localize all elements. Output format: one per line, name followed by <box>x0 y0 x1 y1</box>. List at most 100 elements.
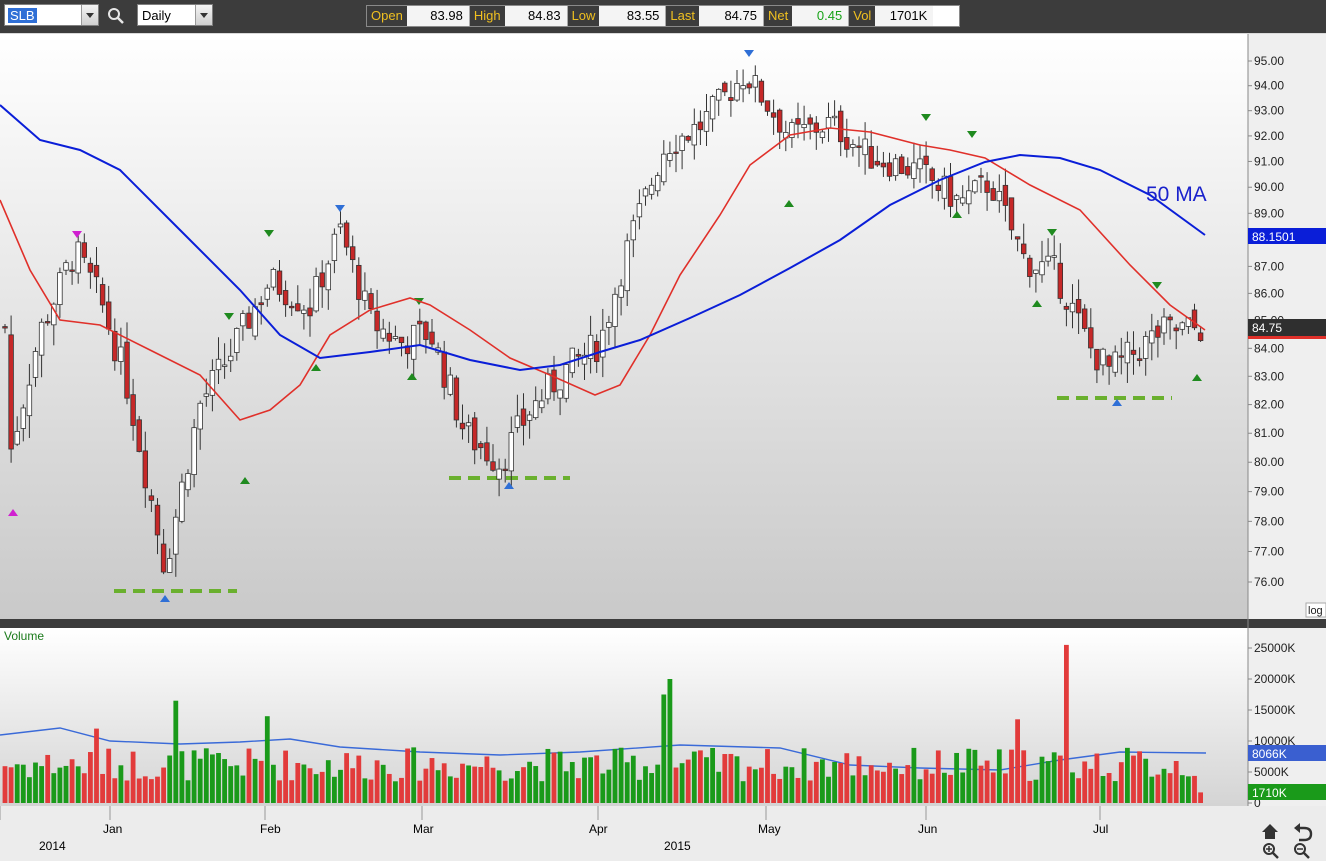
candle-body <box>32 351 39 378</box>
zoom-in-icon[interactable] <box>1263 843 1279 859</box>
candle-body <box>734 83 740 101</box>
month-label: Jan <box>103 822 122 836</box>
candle-body <box>740 85 746 90</box>
candle-body <box>966 190 972 205</box>
volume-bar <box>881 771 886 803</box>
candle-body <box>978 175 984 178</box>
volume-bar <box>1039 756 1045 803</box>
volume-bar <box>508 778 514 803</box>
zoom-out-icon[interactable] <box>1294 843 1310 859</box>
undo-icon[interactable] <box>1294 823 1313 842</box>
candle-body <box>63 262 69 271</box>
candle-body <box>886 162 893 177</box>
price-tick-label: 92.00 <box>1254 129 1284 143</box>
volume-bar <box>551 752 557 803</box>
volume-bar <box>960 772 966 803</box>
candle-body <box>331 233 338 261</box>
volume-bar <box>624 762 630 803</box>
price-tick-label: 76.00 <box>1254 575 1284 589</box>
volume-bar <box>612 748 618 803</box>
volume-bar <box>142 776 148 803</box>
volume-bar <box>447 776 453 803</box>
volume-bar <box>313 774 319 803</box>
time-axis <box>0 806 1326 861</box>
volume-bar <box>27 777 32 803</box>
candle-body <box>1130 349 1137 355</box>
chevron-down-icon[interactable] <box>81 5 98 25</box>
period-combo[interactable]: Daily <box>137 4 213 26</box>
candle-body <box>282 290 289 306</box>
quote-strip: Open 83.98 High 84.83 Low 83.55 Last 84.75 N… <box>366 5 960 27</box>
vol-ma-badge: 8066K <box>1252 747 1287 761</box>
candle-body <box>484 442 490 462</box>
volume-bar <box>667 679 673 803</box>
candle-body <box>575 354 582 357</box>
volume-bar <box>1137 751 1142 803</box>
candle-body <box>1173 327 1179 332</box>
volume-bar <box>545 748 551 803</box>
price-tick-label: 77.00 <box>1254 544 1284 558</box>
log-toggle-bg[interactable] <box>1305 602 1326 618</box>
candle-body <box>618 285 624 298</box>
price-plot-area[interactable] <box>0 34 1248 619</box>
candle-body <box>947 176 954 207</box>
pivot-marker <box>407 373 417 380</box>
candle-body <box>777 109 783 133</box>
volume-bar <box>14 764 20 803</box>
search-icon[interactable] <box>107 7 125 25</box>
vol-last-badge: 1710K <box>1252 786 1287 800</box>
log-toggle[interactable]: log <box>1308 605 1323 617</box>
volume-bar <box>228 766 234 803</box>
volume-bar <box>942 772 947 803</box>
candle-body <box>667 153 673 161</box>
candle-body <box>1069 302 1076 313</box>
volume-bar <box>740 781 746 803</box>
volume-bar <box>429 758 435 803</box>
candle-body <box>1124 341 1131 364</box>
volume-bar <box>496 770 502 803</box>
quote-value: 83.98 <box>406 6 469 26</box>
symbol-value[interactable]: SLB <box>8 8 37 23</box>
volume-bar <box>1076 778 1081 803</box>
pivot-marker <box>240 477 250 484</box>
candle-body <box>398 336 405 344</box>
candle-body <box>459 422 466 430</box>
candle-body <box>673 151 679 154</box>
volume-bar <box>417 780 423 803</box>
volume-bar <box>557 751 563 803</box>
volume-bar <box>136 778 142 803</box>
quote-label: Open <box>367 6 407 26</box>
volume-bar <box>929 773 935 803</box>
chevron-down-icon[interactable] <box>195 5 212 25</box>
volume-bar <box>1143 758 1149 803</box>
volume-bars <box>2 644 1203 803</box>
volume-bar <box>759 767 764 803</box>
year-label: 2014 <box>39 839 66 853</box>
candle-body <box>709 96 716 120</box>
candle-body <box>1014 236 1021 240</box>
candle-body <box>972 180 978 193</box>
volume-bar <box>1033 779 1039 803</box>
toolbar: SLB Daily Open 83.98 High 84.83 Low 83.55 L… <box>0 0 1326 33</box>
candle-body <box>1057 262 1063 299</box>
volume-bar <box>728 753 734 803</box>
candle-body <box>941 175 948 199</box>
volume-bar <box>649 773 654 803</box>
pivot-marker <box>1112 399 1122 406</box>
quote-value: 1701K <box>875 6 934 26</box>
candle-body <box>862 138 868 156</box>
home-icon[interactable] <box>1262 824 1278 839</box>
candle-body <box>685 135 691 141</box>
panel-divider[interactable] <box>0 619 1326 628</box>
candle-body <box>807 117 813 125</box>
symbol-combo[interactable]: SLB <box>4 4 99 26</box>
volume-bar <box>1149 776 1155 803</box>
period-value[interactable]: Daily <box>142 8 171 23</box>
candle-body <box>850 144 856 148</box>
volume-bar <box>1003 773 1008 803</box>
candle-body <box>661 153 667 183</box>
candle-body <box>185 473 191 491</box>
candle-body <box>313 276 319 312</box>
candle-body <box>636 203 643 218</box>
